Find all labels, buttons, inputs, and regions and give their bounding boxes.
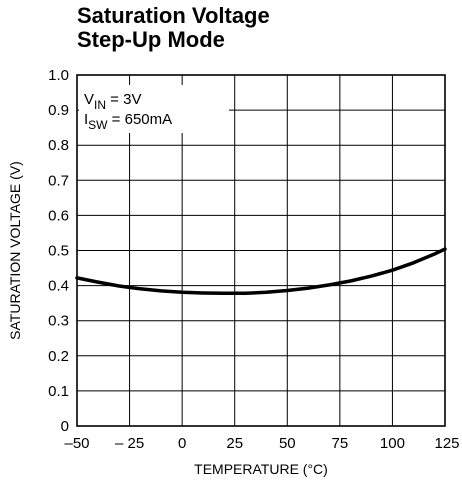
x-tick-label: 50 xyxy=(279,435,296,452)
x-tick-label: 0 xyxy=(178,435,186,452)
y-axis-label: SATURATION VOLTAGE (V) xyxy=(7,161,23,340)
y-tick-label: 0.6 xyxy=(48,207,69,224)
annotation-box xyxy=(79,85,229,133)
x-tick-label: 100 xyxy=(380,435,405,452)
y-tick-label: 1.0 xyxy=(48,67,69,84)
y-tick-labels: 0 0.1 0.2 0.3 0.4 0.5 0.6 0.7 0.8 0.9 1.0 xyxy=(48,67,69,435)
chart-subtitle: Step-Up Mode xyxy=(77,27,225,52)
y-tick-label: 0 xyxy=(61,418,69,435)
y-tick-label: 0.2 xyxy=(48,348,69,365)
y-tick-label: 0.5 xyxy=(48,243,69,260)
y-tick-label: 0.4 xyxy=(48,278,69,295)
y-tick-label: 0.1 xyxy=(48,383,69,400)
series-line xyxy=(75,247,447,296)
x-tick-label: – 25 xyxy=(115,435,144,452)
annotation-text: VIN = 3V xyxy=(84,91,141,112)
x-tick-label: 25 xyxy=(226,435,243,452)
chart-title: Saturation Voltage xyxy=(77,3,270,28)
y-tick-label: 0.8 xyxy=(48,137,69,154)
y-tick-label: 0.7 xyxy=(48,172,69,189)
x-tick-label: –50 xyxy=(64,435,89,452)
annotation-text: ISW = 650mA xyxy=(84,111,172,132)
y-tick-label: 0.9 xyxy=(48,102,69,119)
x-tick-label: 75 xyxy=(332,435,349,452)
x-tick-label: 125 xyxy=(434,435,459,452)
x-tick-labels: –50 – 25 0 25 50 75 100 125 xyxy=(64,435,459,452)
chart-title-block: Saturation Voltage Step-Up Mode xyxy=(77,4,270,52)
plot-frame xyxy=(76,74,446,427)
y-tick-label: 0.3 xyxy=(48,313,69,330)
x-axis-label: TEMPERATURE (°C) xyxy=(194,461,328,477)
